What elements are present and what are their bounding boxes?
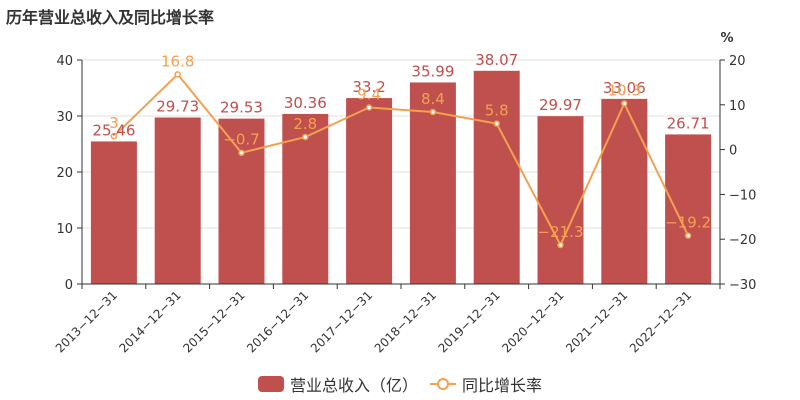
line-value-label: −19.2 — [665, 214, 711, 232]
line-value-label: 10.3 — [608, 81, 641, 99]
x-tick-label: 2016−12−31 — [244, 288, 311, 355]
legend-label-growth: 同比增长率 — [462, 376, 543, 395]
y-right-tick-label: −30 — [729, 278, 756, 293]
y-left-tick-label: 10 — [56, 222, 73, 237]
line-point — [365, 104, 373, 111]
legend-bar-swatch — [257, 376, 284, 392]
bar-value-label: 33.06 — [603, 79, 646, 97]
y-right-tick-label: 20 — [729, 54, 746, 69]
y-left-tick-label: 20 — [56, 166, 73, 181]
data-labels: 25.46 29.73 29.53 30.36 33.2 35.99 38.07 29.97 3… — [92, 51, 711, 241]
line-point — [174, 71, 181, 78]
y-left-tick-label: 30 — [56, 110, 73, 125]
y-right-tick-label: 10 — [729, 99, 746, 114]
bar-value-label: 29.73 — [156, 98, 199, 116]
bar-value-label: 29.53 — [220, 99, 263, 117]
bar — [601, 98, 648, 284]
x-tick-label: 2015−12−31 — [180, 288, 247, 355]
bar — [346, 98, 393, 284]
bar — [218, 118, 265, 285]
bar-value-label: 30.36 — [284, 94, 327, 112]
bar-series — [90, 70, 712, 285]
line-point — [493, 120, 500, 127]
bar — [90, 141, 137, 284]
line-value-label: 2.8 — [293, 115, 317, 133]
bar-value-label: 38.07 — [475, 51, 518, 69]
bar — [409, 82, 456, 285]
bar-value-label: 25.46 — [92, 121, 135, 139]
growth-line — [113, 72, 690, 248]
y-right-tick-label: 0 — [729, 144, 737, 159]
legend-line-swatch — [430, 376, 456, 392]
bar — [537, 116, 584, 284]
line-point — [429, 108, 437, 116]
line-value-label: 16.8 — [161, 52, 194, 70]
x-tick-label: 2018−12−31 — [372, 288, 439, 355]
y-left-tick-label: 40 — [56, 54, 73, 69]
x-tick-label: 2017−12−31 — [308, 288, 375, 355]
legend-item-growth[interactable]: 同比增长率 — [430, 372, 542, 396]
line-value-label: 5.8 — [485, 102, 509, 120]
line-series — [110, 71, 692, 249]
line-point — [621, 100, 628, 107]
y-right-axis-label: % — [720, 31, 733, 46]
y-right-tick-label: −10 — [729, 188, 756, 203]
line-point — [302, 133, 309, 141]
line-value-label: −0.7 — [223, 131, 259, 149]
legend-label-revenue: 营业总收入（亿） — [289, 376, 418, 395]
x-tick-label: 2021−12−31 — [563, 288, 630, 355]
x-tick-label: 2014−12−31 — [117, 288, 184, 355]
bar-value-label: 33.2 — [352, 78, 385, 96]
x-tick-label: 2022−12−31 — [627, 288, 694, 355]
x-tick-label: 2019−12−31 — [436, 288, 503, 355]
legend: 营业总收入（亿） 同比增长率 — [0, 372, 800, 396]
line-value-label: 8.4 — [421, 90, 445, 108]
bar — [665, 134, 712, 284]
bar-value-label: 35.99 — [411, 62, 454, 80]
line-point — [684, 232, 692, 239]
y-left-tick-label: 0 — [65, 278, 73, 293]
bar — [282, 113, 329, 284]
line-value-label: 9.4 — [357, 85, 381, 103]
line-point — [110, 132, 118, 140]
chart-title: 历年营业总收入及同比增长率 — [6, 8, 215, 27]
y-right-tick-label: −20 — [729, 233, 756, 248]
bar — [154, 117, 201, 285]
x-tick-label: 2013−12−31 — [53, 288, 120, 355]
line-point — [238, 149, 245, 156]
line-point — [557, 241, 564, 249]
x-tick-label: 2020−12−31 — [499, 288, 566, 355]
bar — [473, 70, 520, 284]
line-value-label: 3 — [109, 114, 119, 132]
legend-item-revenue[interactable]: 营业总收入（亿） — [257, 372, 418, 396]
line-value-label: −21.3 — [538, 223, 584, 241]
bar-value-label: 26.71 — [667, 114, 710, 132]
bar-value-label: 29.97 — [539, 96, 582, 114]
